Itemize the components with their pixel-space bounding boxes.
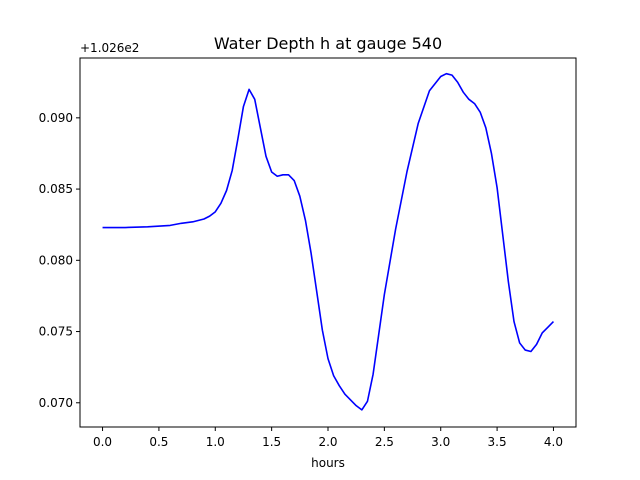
x-tick-label-7: 3.5: [488, 435, 507, 449]
x-tick-label-5: 2.5: [375, 435, 394, 449]
y-tick-label-4: 0.090: [39, 111, 73, 125]
y-tick-label-2: 0.080: [39, 253, 73, 267]
x-tick-label-0: 0.0: [93, 435, 112, 449]
plot-area: 0.0 0.5 1.0 1.5 2.0 2.5 3.0 3.5 4.0 0.070 0.075 0.0…: [39, 57, 577, 449]
x-tick-label-6: 3.0: [431, 435, 450, 449]
y-tick-label-1: 0.075: [39, 325, 73, 339]
chart-title: Water Depth h at gauge 540: [214, 34, 442, 53]
x-tick-label-4: 2.0: [318, 435, 337, 449]
x-tick-label-3: 1.5: [262, 435, 281, 449]
series-line-0: [102, 72, 555, 411]
x-tick-label-1: 0.5: [149, 435, 168, 449]
y-offset-label: +1.026e2: [80, 41, 139, 55]
x-tick-label-2: 1.0: [206, 435, 225, 449]
y-tick-label-0: 0.070: [39, 396, 73, 410]
x-axis-label: hours: [311, 456, 345, 470]
x-tick-label-8: 4.0: [544, 435, 563, 449]
y-tick-label-3: 0.085: [39, 182, 73, 196]
